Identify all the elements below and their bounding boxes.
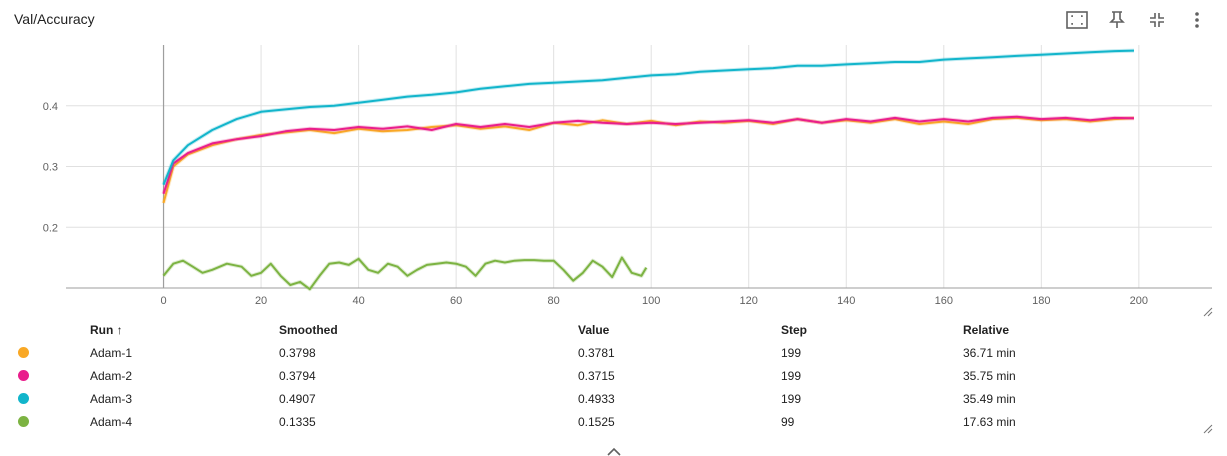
y-tick-label: 0.4 xyxy=(43,101,58,113)
run-name: Adam-3 xyxy=(90,392,133,406)
chart-tick-labels: 0.2 0.3 0.4 0 20 40 60 80 100 120 140 160 180 200 xyxy=(43,101,1148,307)
y-tick-label: 0.3 xyxy=(43,162,58,174)
x-tick-label: 0 xyxy=(160,295,166,307)
chart-toolbar xyxy=(1057,7,1217,33)
collapse-button[interactable] xyxy=(1137,7,1177,33)
step-value: 199 xyxy=(781,346,802,360)
smoothed-value: 0.1335 xyxy=(279,415,316,429)
more-vert-icon xyxy=(1195,12,1199,28)
smoothed-value: 0.3798 xyxy=(279,346,316,360)
series-line-adam-2 xyxy=(162,115,1135,195)
raw-value: 0.3715 xyxy=(578,369,615,383)
x-tick-label: 120 xyxy=(740,295,758,307)
chart-series xyxy=(161,48,1135,292)
x-tick-label: 60 xyxy=(450,295,462,307)
x-tick-label: 20 xyxy=(255,295,267,307)
chart-title: Val/Accuracy xyxy=(14,11,95,27)
x-tick-label: 180 xyxy=(1032,295,1050,307)
table-row: Adam-4 0.1335 0.1525 99 17.63 min xyxy=(0,410,1227,433)
chart-grid xyxy=(66,45,1212,288)
header-value[interactable]: Value xyxy=(578,323,610,337)
table-row: Adam-1 0.3798 0.3781 199 36.71 min xyxy=(0,341,1227,364)
x-tick-label: 80 xyxy=(548,295,560,307)
pin-button[interactable] xyxy=(1097,7,1137,33)
header-step[interactable]: Step xyxy=(781,323,808,337)
x-tick-label: 160 xyxy=(935,295,953,307)
run-color-dot xyxy=(18,370,29,381)
relative-time: 36.71 min xyxy=(963,346,1016,360)
header-smoothed[interactable]: Smoothed xyxy=(279,323,338,337)
chart-resize-handle[interactable] xyxy=(1203,307,1213,317)
table-resize-handle[interactable] xyxy=(1203,424,1213,434)
more-options-button[interactable] xyxy=(1177,7,1217,33)
header-relative[interactable]: Relative xyxy=(963,323,1010,337)
pin-icon xyxy=(1109,11,1125,28)
table-row: Adam-3 0.4907 0.4933 199 35.49 min xyxy=(0,387,1227,410)
collapse-icon xyxy=(1150,13,1164,27)
run-name: Adam-2 xyxy=(90,369,133,383)
x-tick-label: 140 xyxy=(837,295,855,307)
line-chart[interactable]: 0.2 0.3 0.4 0 20 40 60 80 100 120 140 160 180 200 xyxy=(0,40,1227,315)
run-name: Adam-4 xyxy=(90,415,133,429)
raw-value: 0.1525 xyxy=(578,415,615,429)
relative-time: 35.75 min xyxy=(963,369,1016,383)
run-name: Adam-1 xyxy=(90,346,133,360)
step-value: 199 xyxy=(781,392,802,406)
step-value: 99 xyxy=(781,415,795,429)
series-line-adam-4 xyxy=(162,256,648,291)
relative-time: 17.63 min xyxy=(963,415,1016,429)
x-tick-label: 200 xyxy=(1130,295,1148,307)
smoothed-value: 0.3794 xyxy=(279,369,316,383)
table-row: Adam-2 0.3794 0.3715 199 35.75 min xyxy=(0,364,1227,387)
x-tick-label: 100 xyxy=(642,295,660,307)
expand-caret-icon[interactable] xyxy=(606,447,622,456)
run-color-dot xyxy=(18,416,29,427)
fit-domain-icon xyxy=(1066,11,1088,29)
header-run[interactable]: Run ↑ xyxy=(90,323,123,337)
relative-time: 35.49 min xyxy=(963,392,1016,406)
chart-axes xyxy=(66,45,1212,289)
run-color-dot xyxy=(18,347,29,358)
raw-value: 0.3781 xyxy=(578,346,615,360)
fit-domain-button[interactable] xyxy=(1057,7,1097,33)
series-line-adam-3 xyxy=(162,49,1135,186)
table-header: Run ↑ Smoothed Value Step Relative xyxy=(0,318,1227,341)
run-table: Run ↑ Smoothed Value Step Relative Adam-… xyxy=(0,318,1227,433)
smoothed-value: 0.4907 xyxy=(279,392,316,406)
run-color-dot xyxy=(18,393,29,404)
step-value: 199 xyxy=(781,369,802,383)
raw-value: 0.4933 xyxy=(578,392,615,406)
x-tick-label: 40 xyxy=(352,295,364,307)
y-tick-label: 0.2 xyxy=(43,222,58,234)
